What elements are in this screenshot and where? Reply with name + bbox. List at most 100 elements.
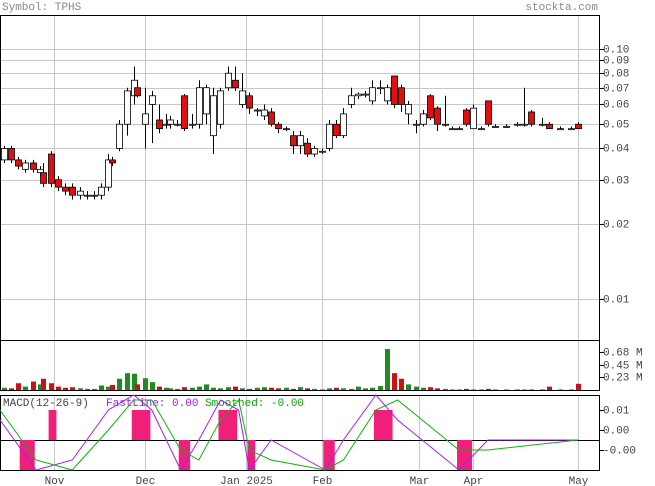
volume-bar [284, 387, 289, 390]
macd-histogram-bar [373, 410, 379, 440]
macd-histogram-bar [146, 410, 151, 440]
candle-body [91, 194, 98, 197]
volume-bar [504, 389, 509, 390]
macd-histogram-bar [48, 410, 53, 440]
volume-bar [356, 386, 361, 390]
volume-bar [190, 387, 195, 390]
candle-body [283, 128, 290, 131]
candle-body [362, 93, 369, 96]
candle-body [420, 113, 427, 125]
macd-histogram-bar [457, 440, 462, 470]
candle-body [355, 93, 362, 97]
candle-body [163, 123, 170, 126]
volume-bar [78, 388, 83, 390]
x-tick-label: Jan 2025 [220, 476, 273, 486]
candle-body [290, 135, 297, 147]
candle-body [456, 128, 463, 131]
volume-bar [143, 378, 148, 390]
volume-bar [479, 389, 484, 390]
candle-body [254, 109, 261, 112]
macd-histogram-bar [218, 410, 223, 440]
candle-body [348, 95, 355, 105]
y-tick-label: 0.01 [603, 294, 630, 306]
volume-bar [150, 382, 155, 390]
y-tick-label: 0.02 [603, 219, 629, 231]
candle-body [427, 95, 434, 119]
y-tick-label: 0.08 [603, 68, 629, 80]
y-tick-label: 0.10 [603, 44, 629, 56]
volume-bar [23, 386, 28, 390]
macd-histogram-bar [247, 440, 252, 470]
volume-bar [182, 387, 187, 390]
volume-bar [522, 389, 527, 390]
candle-body [15, 159, 22, 167]
candle-body [189, 123, 196, 126]
volume-bar [240, 388, 245, 390]
source-label: stockta.com [525, 2, 598, 14]
candle-body [105, 159, 112, 188]
macd-histogram-bar [135, 410, 140, 440]
volume-bar [471, 389, 476, 390]
candle-body [326, 123, 333, 149]
volume-bar [255, 387, 260, 390]
x-tick-label: May [569, 476, 589, 486]
y-tick-label: 0.07 [603, 83, 629, 95]
macd-line [0, 398, 579, 471]
candle-body [268, 111, 275, 125]
candle-body [319, 150, 326, 153]
volume-bar [558, 389, 563, 390]
candle-body [181, 95, 188, 130]
volume-bar [334, 387, 339, 390]
candle-body [521, 123, 528, 126]
volume-bar [226, 387, 231, 390]
macd-histogram-bar [182, 440, 187, 470]
macd-histogram-bar [460, 440, 465, 470]
candle-body [203, 87, 210, 115]
candle-body [514, 123, 521, 126]
candle-body [478, 128, 485, 131]
volume-bar [125, 373, 130, 390]
candle-body [546, 123, 553, 130]
candle-body [30, 162, 37, 170]
volume-bar [392, 373, 397, 390]
macd-histogram-bar [464, 440, 469, 470]
macd-histogram-bar [381, 410, 386, 440]
symbol-label: Symbol: TPHS [2, 2, 82, 14]
candle-body [485, 100, 492, 125]
candle-body [84, 194, 91, 197]
volume-bar [63, 387, 68, 390]
candle-body [40, 172, 47, 184]
y-tick-label: 0.01 [603, 405, 630, 417]
y-tick-label: -0.00 [603, 445, 636, 457]
volume-bar [515, 389, 520, 390]
volume-bar [117, 378, 122, 390]
volume-bar [320, 389, 325, 390]
volume-bar [31, 381, 36, 390]
candle-body [22, 162, 29, 170]
volume-bar [421, 387, 426, 390]
volume-bar [262, 387, 267, 390]
y-tick-label: 0.06 [603, 99, 629, 111]
candle-body [449, 128, 456, 131]
y-tick-label: 0.23 M [603, 372, 643, 384]
candle-body [156, 119, 163, 130]
candle-body [297, 135, 304, 147]
macd-histogram-bar [222, 410, 227, 440]
volume-bar [211, 387, 216, 390]
candle-body [196, 87, 203, 125]
volume-bar [414, 386, 419, 390]
candle-body [377, 87, 384, 90]
candle-body [492, 126, 499, 128]
candle-body [398, 87, 405, 105]
candle-body [304, 142, 311, 155]
candle-body [405, 104, 412, 115]
candle-body [275, 123, 282, 130]
volume-bar [540, 389, 545, 390]
x-tick-label: Mar [410, 476, 430, 486]
candle-body [311, 148, 318, 155]
candle-body [142, 113, 149, 125]
macd-histogram-bar [251, 440, 256, 470]
volume-bar [305, 388, 310, 390]
macd-histogram-bar [185, 440, 191, 470]
